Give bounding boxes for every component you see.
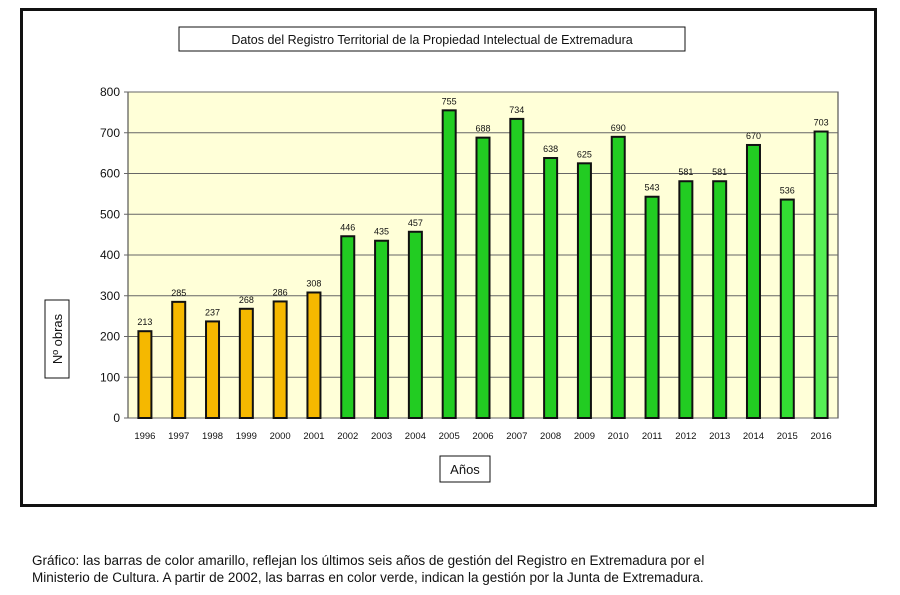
x-tick-label-2006: 2006 xyxy=(472,431,493,442)
bar-1996 xyxy=(137,330,153,420)
data-label-2003: 435 xyxy=(374,227,389,237)
x-tick-label-2008: 2008 xyxy=(540,431,561,442)
bar-2015 xyxy=(779,198,795,419)
data-label-2016: 703 xyxy=(814,118,829,128)
y-tick-label: 300 xyxy=(100,289,120,303)
x-axis-label-box xyxy=(439,455,491,483)
bar-1999 xyxy=(238,307,254,420)
bar-2011 xyxy=(644,195,660,419)
bar-2000 xyxy=(272,300,288,419)
x-axis-label: Años xyxy=(450,462,480,477)
data-label-2015: 536 xyxy=(780,186,795,196)
data-label-1999: 268 xyxy=(239,295,254,305)
y-tick-label: 600 xyxy=(100,167,120,181)
x-tick-label-2004: 2004 xyxy=(405,431,426,442)
x-tick-label-2000: 2000 xyxy=(270,431,291,442)
x-tick-label-1999: 1999 xyxy=(236,431,257,442)
x-tick-label-2002: 2002 xyxy=(337,431,358,442)
data-labels: 213 285 237 268 286 308 446 435 457 755 688 734 638 6… xyxy=(137,96,828,327)
x-tick-label-2009: 2009 xyxy=(574,431,595,442)
bar-2004 xyxy=(407,230,423,419)
data-label-2012: 581 xyxy=(678,167,693,177)
y-tick-label: 800 xyxy=(100,85,120,99)
bar-2010 xyxy=(610,135,626,419)
bar-2005 xyxy=(441,109,457,420)
data-label-1996: 213 xyxy=(137,317,152,327)
data-label-2006: 688 xyxy=(475,124,490,134)
y-tick-label: 400 xyxy=(100,248,120,262)
bar-2014 xyxy=(745,143,761,419)
data-label-2007: 734 xyxy=(509,105,524,115)
bar-2003 xyxy=(374,239,390,419)
x-tick-label-2016: 2016 xyxy=(811,431,832,442)
bar-2002 xyxy=(340,235,356,419)
data-label-2009: 625 xyxy=(577,149,592,159)
x-tick-label-2013: 2013 xyxy=(709,431,730,442)
bar-1997 xyxy=(171,300,187,419)
caption-line-1: Gráfico: las barras de color amarillo, r… xyxy=(32,553,705,568)
y-tick-label: 100 xyxy=(100,370,120,384)
y-axis-label: Nº obras xyxy=(50,313,65,364)
bar-1998 xyxy=(205,320,221,419)
x-tick-label-2010: 2010 xyxy=(608,431,629,442)
y-axis-label-box xyxy=(44,299,70,379)
y-tick-label: 700 xyxy=(100,126,120,140)
x-tick-label-1997: 1997 xyxy=(168,431,189,442)
x-tick-label-2003: 2003 xyxy=(371,431,392,442)
bar-2007 xyxy=(509,117,525,420)
data-label-2008: 638 xyxy=(543,144,558,154)
x-tick-label-2001: 2001 xyxy=(303,431,324,442)
data-label-2002: 446 xyxy=(340,222,355,232)
chart-title-box xyxy=(178,26,686,52)
x-tick-label-1998: 1998 xyxy=(202,431,223,442)
x-tick-label-1996: 1996 xyxy=(134,431,155,442)
caption: Gráfico: las barras de color amarillo, r… xyxy=(32,552,882,586)
bars xyxy=(137,109,829,420)
y-tick-labels: 0 100 200 300 400 500 600 700 800 xyxy=(100,85,120,425)
y-tick-label: 200 xyxy=(100,330,120,344)
data-label-2011: 543 xyxy=(645,183,660,193)
chart-title: Datos del Registro Territorial de la Pro… xyxy=(231,33,632,47)
caption-line-2: Ministerio de Cultura. A partir de 2002,… xyxy=(32,570,704,585)
y-tick-label: 500 xyxy=(100,207,120,221)
bar-2008 xyxy=(543,157,559,419)
x-tick-labels: 1996 1997 1998 1999 2000 2001 2002 2003 2004 2005… xyxy=(134,431,831,442)
data-label-2004: 457 xyxy=(408,218,423,228)
x-tick-label-2005: 2005 xyxy=(439,431,460,442)
data-label-2013: 581 xyxy=(712,167,727,177)
bar-2009 xyxy=(576,162,592,419)
x-tick-label-2011: 2011 xyxy=(642,431,662,442)
data-label-2014: 670 xyxy=(746,131,761,141)
bar-2013 xyxy=(712,180,728,419)
bar-2016 xyxy=(813,130,829,419)
data-label-2000: 286 xyxy=(273,287,288,297)
x-tick-label-2014: 2014 xyxy=(743,431,764,442)
data-label-1997: 285 xyxy=(171,288,186,298)
data-label-2010: 690 xyxy=(611,123,626,133)
bar-2012 xyxy=(678,180,694,419)
data-label-2005: 755 xyxy=(442,96,457,106)
data-label-2001: 308 xyxy=(306,278,321,288)
bar-2006 xyxy=(475,136,491,419)
x-tick-label-2015: 2015 xyxy=(777,431,798,442)
data-label-1998: 237 xyxy=(205,307,220,317)
x-tick-label-2007: 2007 xyxy=(506,431,527,442)
bar-2001 xyxy=(306,291,322,419)
y-tick-label: 0 xyxy=(113,411,120,425)
x-tick-label-2012: 2012 xyxy=(675,431,696,442)
